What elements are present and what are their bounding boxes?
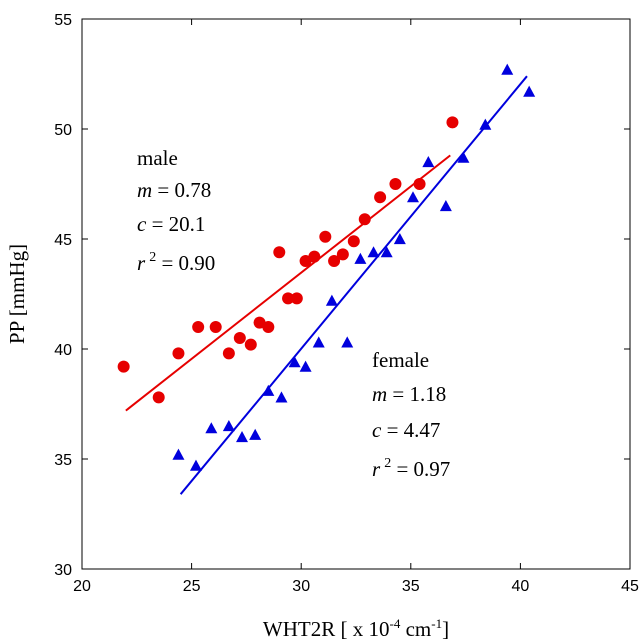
female-point [236,431,249,443]
male-point [273,246,286,259]
female-point [479,118,492,130]
female-point [172,448,185,460]
y-axis-title: PP [mmHg] [5,244,29,344]
female-slope: m = 1.18 [372,382,446,406]
fit-lines [125,75,528,495]
male-point [358,213,371,226]
male-label: male [137,146,178,170]
female-point [275,391,288,403]
male-point [446,116,459,129]
male-point [389,178,402,190]
female-point [189,459,202,471]
female-point [367,246,380,258]
male-point [347,235,360,248]
male-point [172,347,185,360]
female-point [341,336,354,348]
x-tick-label: 20 [73,578,91,595]
male-point [336,248,349,261]
male-point [233,332,246,344]
axis-ticks: 20 25 30 35 40 45 30 35 40 45 50 55 [54,12,639,595]
female-point [501,63,514,75]
female-point [312,336,325,348]
male-point [209,321,222,333]
x-tick-label: 25 [183,578,201,595]
x-tick-label: 40 [512,578,530,595]
female-point [439,200,452,212]
male-fit-line [125,154,451,412]
female-point [354,252,367,264]
female-point [393,233,406,245]
x-tick-label: 30 [292,578,310,595]
y-tick-label: 30 [54,562,72,579]
female-point [262,384,275,396]
male-intercept: c = 20.1 [137,212,205,236]
female-point [299,360,312,372]
female-point [205,422,218,434]
data-points [117,63,536,471]
female-point [222,420,235,432]
female-point [406,191,419,203]
female-point [288,356,301,368]
y-tick-label: 55 [54,12,72,29]
female-intercept: c = 4.47 [372,418,440,442]
female-label: female [372,348,429,372]
female-point [325,294,338,306]
y-tick-label: 40 [54,342,72,359]
female-point [457,151,470,163]
y-tick-label: 35 [54,452,72,469]
male-point [244,338,257,351]
male-point [117,360,130,373]
male-point [374,191,387,204]
male-point [262,321,275,333]
male-point [222,347,235,360]
female-point [249,428,262,440]
male-point [319,230,332,243]
x-tick-label: 35 [402,578,420,595]
female-point [380,246,393,258]
male-slope: m = 0.78 [137,178,211,202]
female-point [523,85,536,97]
male-point [282,292,295,305]
y-tick-label: 50 [54,122,72,139]
male-point [192,321,205,333]
female-point [422,156,435,168]
male-point [413,178,426,190]
plot-area-frame [81,18,631,570]
male-point [328,255,341,267]
x-axis-title: WHT2R [ x 10-4 cm-1] [263,616,449,641]
male-point [290,292,303,305]
male-point [308,250,321,263]
y-tick-label: 45 [54,232,72,249]
x-tick-label: 45 [621,578,639,595]
male-point [152,391,165,404]
female-fit-line [179,75,528,495]
